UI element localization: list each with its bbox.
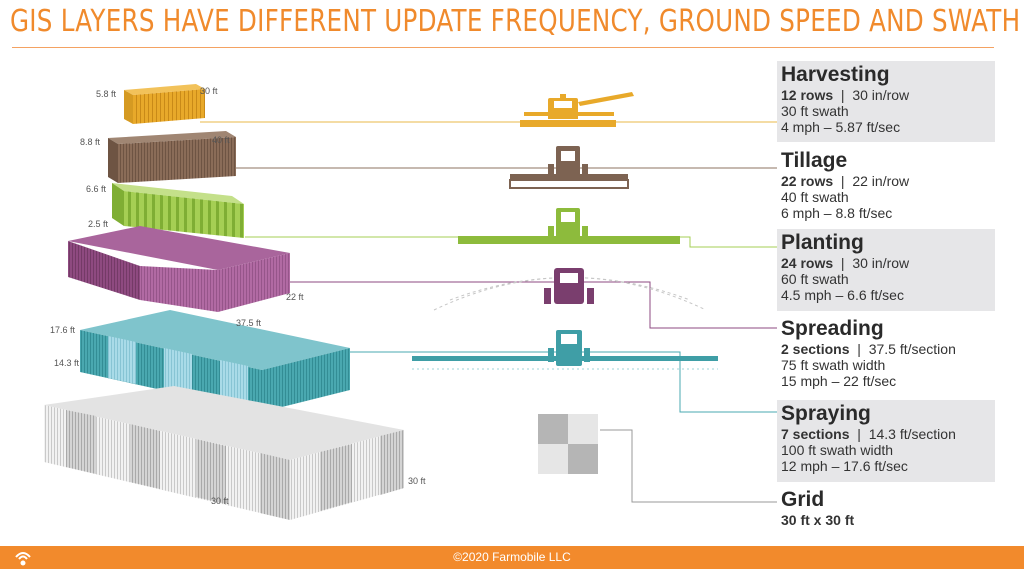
connector-grid [600,429,777,503]
panel-spreading-count: 2 sections [781,341,850,357]
sprayer-tractor-icon [412,330,718,370]
planting-layer-block [112,183,244,238]
harvesting-layer-block [124,84,205,124]
connector-spreading [290,281,777,329]
panel-harvesting-rows: 12 rows | 30 in/row [781,87,910,103]
spreading-layer-block [68,226,290,312]
combine-harvester-icon [520,92,634,127]
planting-height-label: 6.6 ft [86,184,107,194]
tillage-height-label: 8.8 ft [80,137,101,147]
panel-tillage-spacing: 22 in/row [852,173,910,189]
panel-harvesting-title: Harvesting [781,63,890,86]
footer-copyright: ©2020 Farmobile LLC [453,550,571,564]
panel-planting-swath: 60 ft swath [781,271,849,287]
tillage-layer-block [108,131,236,183]
spraying-height-label: 17.6 ft [50,325,76,335]
planting-depth-label: 2.5 ft [88,219,109,229]
panel-tillage-rows: 22 rows | 22 in/row [781,173,910,189]
spreading-depth-label: 22 ft [286,292,304,302]
grid-layer-block [44,386,404,520]
panel-harvesting-count: 12 rows [781,87,834,103]
tillage-tractor-icon [509,146,629,189]
panel-harvesting: Harvesting 12 rows | 30 in/row 30 ft swa… [777,61,995,142]
panel-tillage-title: Tillage [781,149,848,172]
panel-planting: Planting 24 rows | 30 in/row 60 ft swath… [777,229,995,311]
spraying-layer-block [80,310,350,412]
page-title: GIS LAYERS HAVE DIFFERENT UPDATE FREQUEN… [10,4,1021,39]
panel-harvesting-speed: 4 mph – 5.87 ft/sec [781,119,901,135]
farmobile-logo-icon [15,552,31,566]
panel-grid: Grid 30 ft x 30 ft [777,486,995,530]
panel-spreading: Spreading 2 sections | 37.5 ft/section 7… [777,315,995,397]
panel-spreading-swath: 75 ft swath width [781,357,886,373]
panel-planting-speed: 4.5 mph – 6.6 ft/sec [781,287,904,303]
panel-tillage: Tillage 22 rows | 22 in/row 40 ft swath … [777,147,995,227]
panel-spraying-swath: 100 ft swath width [781,442,894,458]
panel-spreading-spacing: 37.5 ft/section [868,341,956,357]
footer-bar: ©2020 Farmobile LLC [0,546,1024,569]
panel-spraying-spacing: 14.3 ft/section [868,426,956,442]
panel-harvesting-swath: 30 ft swath [781,103,849,119]
grid-width-label: 30 ft [211,496,229,506]
panel-tillage-speed: 6 mph – 8.8 ft/sec [781,205,893,221]
panel-grid-size: 30 ft x 30 ft [781,512,995,528]
planter-tractor-icon [458,208,680,244]
tillage-width-label: 40 ft [212,135,230,145]
title-divider [12,47,994,48]
harvest-width-label: 30 ft [200,86,218,96]
panel-spreading-title: Spreading [781,317,884,340]
panel-planting-count: 24 rows [781,255,834,271]
panel-tillage-swath: 40 ft swath [781,189,849,205]
panel-spreading-speed: 15 mph – 22 ft/sec [781,373,897,389]
panel-planting-spacing: 30 in/row [852,255,910,271]
panel-planting-title: Planting [781,231,864,254]
panel-spraying: Spraying 7 sections | 14.3 ft/section 10… [777,400,995,482]
spreader-tractor-icon [433,268,707,311]
spraying-depth-label: 14.3 ft [54,358,80,368]
harvest-height-label: 5.8 ft [96,89,117,99]
panel-grid-title: Grid [781,488,825,511]
spreading-width-label: 37.5 ft [236,318,262,328]
panel-harvesting-spacing: 30 in/row [852,87,910,103]
panel-spraying-sections: 7 sections | 14.3 ft/section [781,426,956,442]
panel-spraying-count: 7 sections [781,426,850,442]
panel-spraying-title: Spraying [781,402,871,425]
panel-spraying-speed: 12 mph – 17.6 ft/sec [781,458,908,474]
panel-spreading-sections: 2 sections | 37.5 ft/section [781,341,956,357]
connector-spraying [350,351,777,413]
panel-planting-rows: 24 rows | 30 in/row [781,255,910,271]
panel-grid-dimensions: 30 ft x 30 ft [781,512,855,528]
panel-tillage-count: 22 rows [781,173,834,189]
grid-depth-label: 30 ft [408,476,426,486]
grid-squares-icon [538,414,598,474]
